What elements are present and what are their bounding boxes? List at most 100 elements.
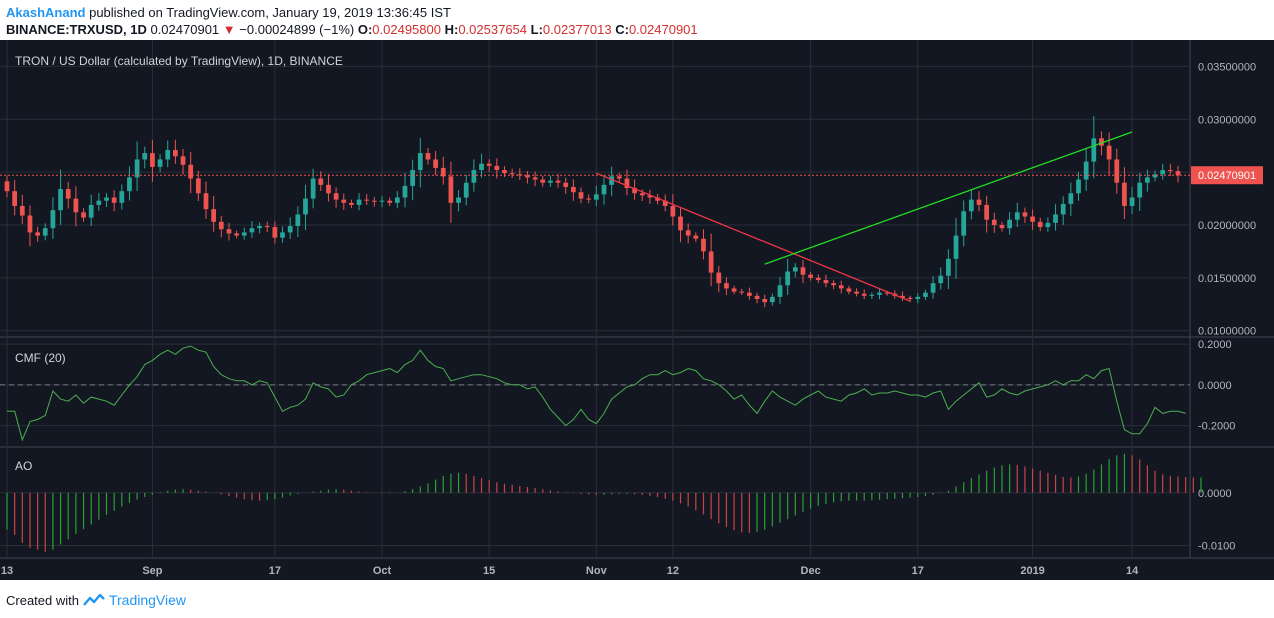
- candle[interactable]: [1152, 170, 1158, 182]
- candle[interactable]: [180, 149, 186, 175]
- candle[interactable]: [1076, 172, 1081, 201]
- candle[interactable]: [1137, 173, 1143, 211]
- candle[interactable]: [831, 280, 836, 290]
- candle[interactable]: [509, 168, 515, 179]
- candle[interactable]: [999, 221, 1005, 232]
- candle[interactable]: [1053, 204, 1058, 231]
- candle[interactable]: [1091, 116, 1097, 179]
- candle[interactable]: [127, 166, 132, 201]
- candle[interactable]: [877, 288, 882, 300]
- candle[interactable]: [525, 171, 530, 184]
- candle[interactable]: [241, 227, 247, 240]
- candle[interactable]: [356, 193, 362, 211]
- candle[interactable]: [456, 190, 461, 212]
- candle[interactable]: [563, 177, 569, 194]
- candle[interactable]: [555, 173, 561, 188]
- candle[interactable]: [586, 194, 592, 204]
- candle[interactable]: [1167, 163, 1173, 176]
- candle[interactable]: [287, 217, 293, 239]
- candle[interactable]: [1114, 148, 1120, 194]
- trendline-red[interactable]: [596, 172, 911, 302]
- candle[interactable]: [1083, 148, 1089, 191]
- candle[interactable]: [861, 289, 867, 300]
- candle[interactable]: [479, 153, 484, 178]
- candle[interactable]: [846, 285, 852, 295]
- cmf-line[interactable]: [7, 345, 1186, 442]
- candle[interactable]: [1175, 165, 1181, 183]
- candle[interactable]: [364, 194, 370, 205]
- candle[interactable]: [716, 265, 722, 293]
- candle[interactable]: [532, 171, 538, 187]
- candle[interactable]: [731, 285, 737, 295]
- candle[interactable]: [808, 271, 814, 281]
- chart-canvas[interactable]: 13 Sep 17 Oct 15 Nov 12 Dec 17 2019 14 0.03500000 0.…: [0, 40, 1274, 582]
- candle[interactable]: [815, 274, 821, 283]
- candle[interactable]: [1060, 196, 1066, 225]
- candle[interactable]: [800, 259, 806, 284]
- candle[interactable]: [349, 199, 354, 209]
- candle[interactable]: [165, 140, 171, 168]
- candle[interactable]: [976, 191, 982, 212]
- candle[interactable]: [486, 159, 492, 172]
- candle[interactable]: [701, 229, 706, 260]
- candle[interactable]: [678, 207, 683, 243]
- candle[interactable]: [616, 172, 622, 182]
- candle[interactable]: [134, 141, 140, 192]
- candle[interactable]: [142, 146, 148, 169]
- candle[interactable]: [900, 291, 905, 302]
- candle[interactable]: [938, 267, 944, 290]
- candle[interactable]: [280, 226, 285, 243]
- candle[interactable]: [923, 289, 928, 300]
- candle[interactable]: [203, 181, 209, 219]
- candle[interactable]: [724, 277, 729, 296]
- candle[interactable]: [823, 274, 829, 288]
- candle[interactable]: [35, 226, 40, 242]
- candle[interactable]: [1045, 217, 1051, 232]
- candle[interactable]: [624, 169, 630, 196]
- candle[interactable]: [578, 187, 584, 204]
- candle[interactable]: [593, 185, 599, 207]
- candle[interactable]: [1106, 132, 1112, 175]
- candle[interactable]: [173, 139, 178, 164]
- candle[interactable]: [218, 215, 224, 238]
- candle[interactable]: [257, 222, 262, 234]
- candle[interactable]: [777, 276, 783, 304]
- candle[interactable]: [517, 168, 523, 180]
- candle[interactable]: [685, 223, 691, 244]
- candle[interactable]: [961, 200, 967, 247]
- candle[interactable]: [662, 194, 668, 212]
- candle[interactable]: [211, 196, 217, 232]
- candle[interactable]: [632, 179, 637, 200]
- candle[interactable]: [425, 147, 431, 165]
- candle[interactable]: [991, 212, 997, 233]
- tradingview-brand[interactable]: TradingView: [108, 592, 187, 608]
- candle[interactable]: [27, 205, 33, 247]
- candle[interactable]: [226, 223, 232, 241]
- candle[interactable]: [570, 179, 576, 201]
- candle[interactable]: [295, 206, 301, 238]
- candle[interactable]: [96, 192, 102, 211]
- candle[interactable]: [869, 292, 875, 300]
- candle[interactable]: [341, 193, 347, 210]
- candle[interactable]: [394, 191, 400, 209]
- candle[interactable]: [318, 171, 324, 191]
- candle[interactable]: [968, 189, 974, 220]
- candle[interactable]: [81, 208, 86, 222]
- candle[interactable]: [65, 181, 71, 209]
- candle[interactable]: [463, 174, 469, 206]
- candle[interactable]: [387, 197, 393, 206]
- candle[interactable]: [1030, 209, 1035, 230]
- candle[interactable]: [1007, 211, 1012, 235]
- candle[interactable]: [50, 197, 56, 239]
- candle[interactable]: [655, 193, 660, 205]
- candle[interactable]: [609, 166, 615, 196]
- candle[interactable]: [417, 137, 423, 188]
- author-link[interactable]: AkashAnand: [6, 5, 86, 20]
- candle[interactable]: [111, 190, 117, 212]
- candle[interactable]: [249, 221, 255, 238]
- candle[interactable]: [88, 194, 94, 227]
- candle[interactable]: [1122, 167, 1127, 220]
- candle[interactable]: [157, 153, 163, 173]
- candle[interactable]: [12, 179, 18, 216]
- candle[interactable]: [42, 223, 48, 241]
